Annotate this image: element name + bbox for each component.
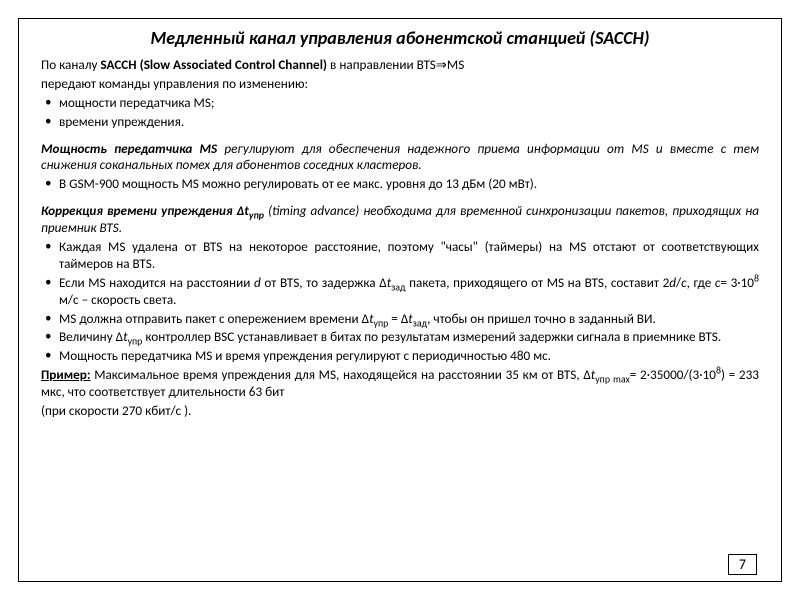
list-item: времени упреждения. [41,114,759,131]
list-item: Величину Δtупр контроллер BSC устанавлив… [41,329,759,346]
t4-a: Величину Δ [59,328,123,345]
timing-heading-a: Коррекция времени упреждения [41,202,237,219]
slide-title: Медленный канал управления абонентской с… [41,27,759,49]
example-line2: (при скорости 270 кбит/с ). [41,403,759,420]
list-item: мощности передатчика MS; [41,95,759,112]
t3-sub1: упр [374,317,389,329]
t2-f: = 3·10 [720,274,754,291]
ex-sub1: упр max [595,374,630,386]
t3-c: , чтобы он пришел точно в заданный ВИ. [427,310,656,327]
power-section: Мощность передатчика MS регулируют для о… [41,141,759,175]
ex-b: = 2·35000/(3·10 [630,366,716,383]
intro-line-2: передают команды управления по изменению… [41,76,759,93]
intro-line-1: По каналу SACCH (Slow Associated Control… [41,57,759,74]
t2-e: , где [687,274,715,291]
timing-section: Коррекция времени упреждения Δtупр (timi… [41,203,759,237]
list-item: Каждая MS удалена от BTS на некоторое ра… [41,239,759,273]
list-item: Мощность передатчика MS и время упрежден… [41,348,759,365]
page-number: 7 [728,554,757,575]
example-para: Пример: Максимальное время упреждения дл… [41,367,759,401]
intro-list: мощности передатчика MS; времени упрежде… [41,95,759,131]
t4-sub1: упр [128,336,143,348]
t2-b: от BTS, то задержка Δ [261,274,387,291]
timing-list: Каждая MS удалена от BTS на некоторое ра… [41,239,759,365]
timing-heading-sub: упр [249,210,264,222]
power-list: В GSM-900 мощность MS можно регулировать… [41,176,759,193]
intro-text-c: в направлении BTS⇒MS [327,56,464,73]
t3-a: MS должна отправить пакет с опережением … [59,310,369,327]
slide-frame: Медленный канал управления абонентской с… [18,18,782,582]
timing-heading-b: Δt [237,202,249,219]
t2-c: пакета, приходящего от MS на BTS, состав… [406,274,670,291]
list-item: Если MS находится на расстоянии d от BTS… [41,275,759,309]
list-item: MS должна отправить пакет с опережением … [41,311,759,328]
ex-a: Максимальное время упреждения для MS, на… [91,366,591,383]
slide-body: По каналу SACCH (Slow Associated Control… [41,57,759,420]
t2-a: Если MS находится на расстоянии [59,274,254,291]
var-d: d [254,274,261,291]
t4-b: контроллер BSC устанавливает в битах по … [142,328,721,345]
intro-text-a: По каналу [41,56,100,73]
list-item: В GSM-900 мощность MS можно регулировать… [41,176,759,193]
power-heading: Мощность передатчика MS [41,140,217,157]
intro-text-b: SACCH (Slow Associated Control Channel) [100,56,327,73]
sup-8: 8 [754,272,759,284]
example-label: Пример: [41,366,91,383]
t3-b: = Δ [388,310,408,327]
t2-sub1: зад [391,281,405,293]
t3-sub2: зад [413,317,427,329]
t2-g: м/с – скорость света. [59,291,176,308]
